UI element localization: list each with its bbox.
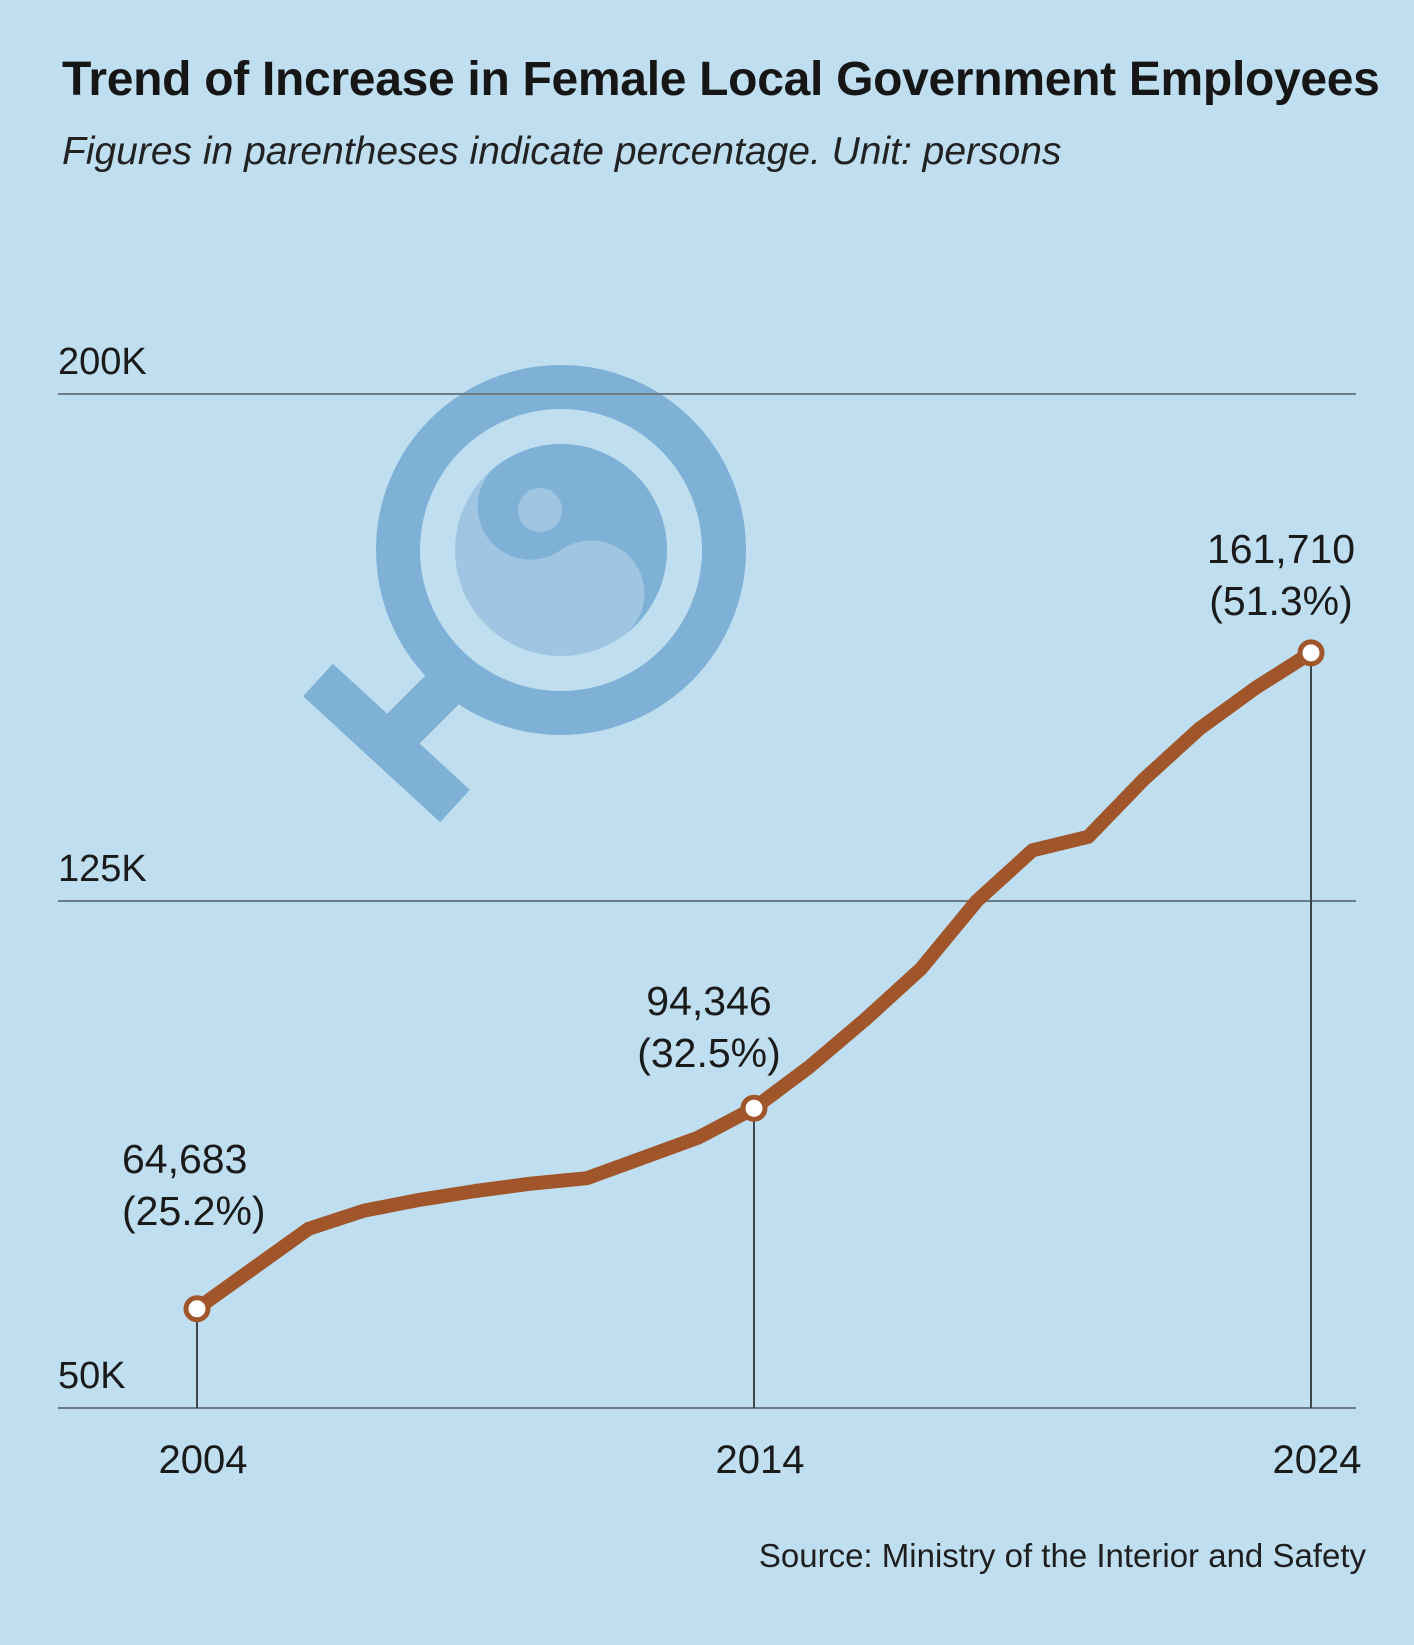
y-tick-label: 50K: [58, 1355, 126, 1397]
y-tick-label: 125K: [58, 848, 147, 890]
data-point-marker: [1297, 639, 1325, 667]
data-point-marker: [183, 1295, 211, 1323]
data-label-percent: (51.3%): [1209, 578, 1353, 624]
data-label-percent: (25.2%): [122, 1188, 266, 1234]
chart-subtitle: Figures in parentheses indicate percenta…: [62, 130, 1062, 173]
data-label-percent: (32.5%): [637, 1030, 781, 1076]
x-tick-label: 2024: [1273, 1438, 1362, 1482]
data-label-value: 161,710: [1207, 526, 1355, 572]
data-label-value: 64,683: [122, 1136, 247, 1182]
y-tick-label: 200K: [58, 341, 147, 383]
chart-title: Trend of Increase in Female Local Govern…: [62, 53, 1380, 106]
x-tick-label: 2014: [716, 1438, 805, 1482]
x-tick-label: 2004: [159, 1438, 248, 1482]
data-point-marker: [740, 1094, 768, 1122]
female-symbol-icon: [303, 365, 746, 823]
source-note: Source: Ministry of the Interior and Saf…: [758, 1537, 1366, 1574]
data-label-value: 94,346: [646, 978, 771, 1024]
series-line: [190, 645, 1318, 1316]
